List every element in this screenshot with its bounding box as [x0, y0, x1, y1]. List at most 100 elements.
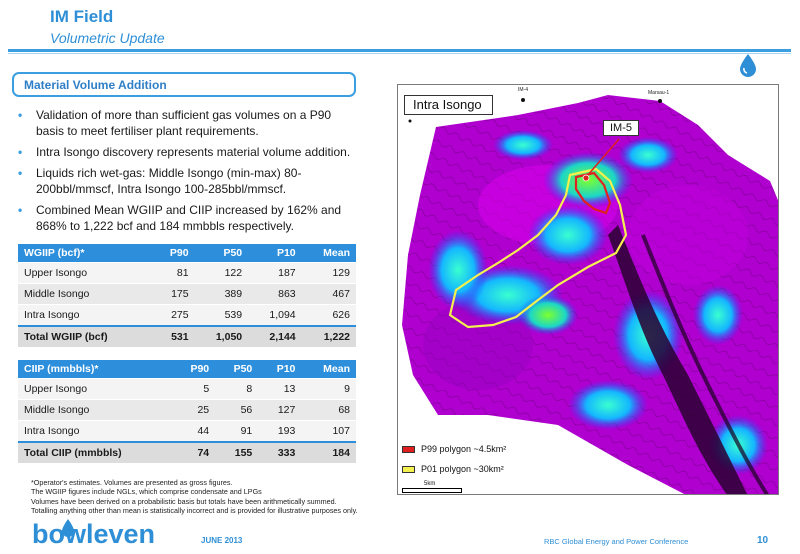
bullet-list: • Validation of more than sufficient gas …: [16, 107, 360, 239]
table-cell: 127: [258, 399, 302, 421]
table-row: Upper Isongo 5 8 13 9: [18, 378, 356, 400]
bullet-item: • Intra Isongo discovery represents mater…: [18, 145, 351, 159]
table-cell: 13: [258, 378, 302, 400]
map-label-im5: IM-5: [603, 120, 639, 136]
table-cell: 68: [301, 399, 356, 421]
table-header-cell: P10: [248, 244, 302, 263]
fault-trend: [608, 225, 748, 494]
well-marker: [658, 99, 662, 103]
footnote-line: Volumes have been derived on a probabili…: [31, 496, 337, 506]
footnote-line: The WGIIP figures include NGLs, which co…: [31, 487, 262, 497]
table-cell: 187: [248, 262, 302, 284]
legend-row: P99 polygon ~4.5km²: [402, 441, 506, 457]
table-header-cell: P10: [258, 360, 302, 379]
bullet-item: • Liquids rich wet-gas: Middle Isongo (mi…: [18, 166, 302, 196]
table-header-cell: Mean: [301, 360, 356, 379]
bullet-dot: •: [18, 145, 23, 159]
table-header-cell: WGIIP (bcf)*: [18, 244, 152, 263]
table-cell: 175: [151, 283, 195, 305]
table-cell: 531: [151, 324, 195, 347]
table-row: Middle Isongo 175 389 863 467: [18, 283, 356, 305]
section-header-box: Material Volume Addition: [12, 72, 356, 97]
well-tag: IM-4: [518, 87, 528, 93]
table-cell: Total CIIP (mmbbls): [18, 440, 173, 463]
footer-date: JUNE 2013: [201, 536, 243, 545]
footnotes: *Operator's estimates. Volumes are prese…: [31, 478, 451, 516]
well-marker: [521, 98, 525, 102]
table-cell: 539: [194, 304, 249, 326]
bullet-dot: •: [18, 166, 23, 180]
water-drop-icon: [740, 54, 756, 77]
table-total-row: Total WGIIP (bcf) 531 1,050 2,144 1,222: [18, 324, 356, 347]
table-cell: 626: [301, 304, 356, 326]
legend-label: P99 polygon ~4.5km²: [421, 444, 507, 454]
slide-title: IM Field: [50, 7, 114, 26]
p99-polygon: [574, 171, 612, 215]
table-cell: 8: [215, 378, 259, 400]
legend-label: P01 polygon ~30km²: [421, 464, 504, 474]
table-cell: 122: [194, 262, 249, 284]
logo-drop-icon: [62, 519, 74, 537]
table-row: Middle Isongo 25 56 127 68: [18, 399, 356, 421]
table-cell: 5: [172, 378, 216, 400]
table-cell: 155: [215, 440, 259, 463]
seismic-map: Intra Isongo IM-5 IM-4 Marsau-1 P99 poly…: [397, 84, 779, 495]
table-cell: Intra Isongo: [18, 304, 152, 326]
p01-polygon: [448, 167, 628, 329]
legend-swatch-yellow: [402, 465, 415, 473]
table-cell: Middle Isongo: [18, 283, 152, 305]
table-cell: 1,222: [301, 324, 356, 347]
bullet-dot: •: [18, 108, 23, 122]
table-cell: Total WGIIP (bcf): [18, 324, 152, 347]
table-cell: Upper Isongo: [18, 262, 152, 284]
map-legend: P99 polygon ~4.5km² P01 polygon ~30km²: [402, 441, 506, 481]
table-cell: 389: [194, 283, 249, 305]
table-header-cell: P90: [172, 360, 216, 379]
ciip-table: CIIP (mmbbls)* P90 P50 P10 Mean Upper Is…: [18, 360, 356, 463]
table-cell: 333: [258, 440, 302, 463]
table-cell: 129: [301, 262, 356, 284]
footnote-line: Totalling anything other than mean is st…: [31, 506, 358, 516]
table-cell: Intra Isongo: [18, 420, 173, 442]
scale-label: 5km: [424, 481, 436, 487]
map-scale: 5km: [402, 481, 462, 493]
table-header-cell: P50: [215, 360, 259, 379]
section-title: Material Volume Addition: [24, 78, 167, 92]
map-label-intra-isongo: Intra Isongo: [404, 95, 493, 115]
table-row: Intra Isongo 44 91 193 107: [18, 420, 356, 442]
table-header-cell: P50: [194, 244, 249, 263]
table-cell: 2,144: [248, 324, 302, 347]
table-header-cell: CIIP (mmbbls)*: [18, 360, 173, 379]
table-cell: Upper Isongo: [18, 378, 173, 400]
table-header-row: CIIP (mmbbls)* P90 P50 P10 Mean: [18, 360, 356, 379]
bowleven-logo: bowleven: [32, 519, 155, 549]
table-total-row: Total CIIP (mmbbls) 74 155 333 184: [18, 440, 356, 463]
table-cell: 44: [172, 420, 216, 442]
bullet-item: • Combined Mean WGIIP and CIIP increased …: [18, 203, 342, 233]
table-cell: 91: [215, 420, 259, 442]
table-cell: 184: [301, 440, 356, 463]
bullet-dot: •: [18, 203, 23, 217]
table-header-cell: P90: [151, 244, 195, 263]
table-cell: 863: [248, 283, 302, 305]
wgiip-table: WGIIP (bcf)* P90 P50 P10 Mean Upper Ison…: [18, 244, 356, 347]
well-tag: Marsau-1: [648, 90, 670, 96]
table-row: Intra Isongo 275 539 1,094 626: [18, 304, 356, 326]
footer-conference: RBC Global Energy and Power Conference: [544, 537, 689, 546]
table-cell: 1,094: [248, 304, 302, 326]
table-cell: 193: [258, 420, 302, 442]
title-divider-thin: [8, 53, 791, 54]
table-cell: 56: [215, 399, 259, 421]
table-header-cell: Mean: [301, 244, 356, 263]
table-cell: 81: [151, 262, 195, 284]
table-cell: 275: [151, 304, 195, 326]
legend-swatch-red: [402, 445, 415, 453]
footnote-line: *Operator's estimates. Volumes are prese…: [31, 478, 233, 487]
table-row: Upper Isongo 81 122 187 129: [18, 262, 356, 284]
table-cell: 74: [172, 440, 216, 463]
table-cell: 107: [301, 420, 356, 442]
slide-subtitle: Volumetric Update: [50, 30, 165, 46]
table-header-row: WGIIP (bcf)* P90 P50 P10 Mean: [18, 244, 356, 263]
bullet-item: • Validation of more than sufficient gas …: [18, 108, 332, 138]
well-marker: [408, 119, 412, 123]
